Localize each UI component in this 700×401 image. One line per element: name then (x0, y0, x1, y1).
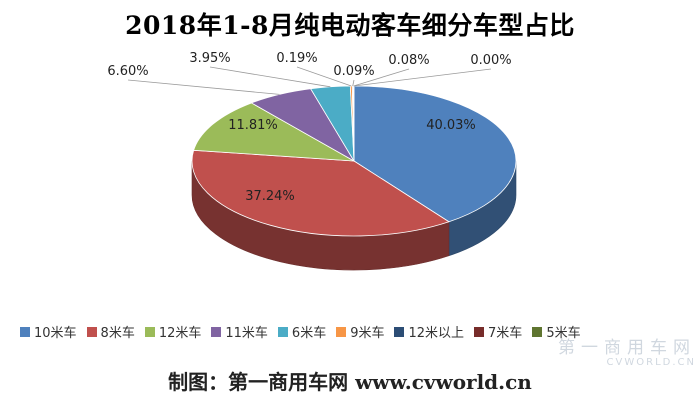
legend-label-5: 9米车 (350, 326, 385, 341)
legend-label-7: 7米车 (488, 326, 523, 341)
legend-label-2: 12米车 (158, 326, 202, 341)
legend-swatch-6 (394, 326, 405, 337)
legend-label-8: 5米车 (546, 326, 581, 341)
legend-swatch-8 (532, 326, 543, 337)
data-label-8: 0.00% (470, 53, 511, 68)
watermark-text-en: CVWORLD.CN (606, 357, 696, 368)
leader-line-4 (209, 66, 331, 88)
leader-line-6 (352, 79, 355, 87)
legend-item-0: 10米车 (20, 322, 77, 341)
legend-swatch-1 (86, 326, 97, 337)
leader-line-5 (296, 66, 352, 87)
chart-title: 2018年1-8月纯电动客车细分车型占比 (125, 11, 575, 40)
leader-line-7 (353, 68, 410, 87)
pie-slice-1 (191, 149, 450, 237)
legend-swatch-4 (277, 326, 288, 337)
data-label-1: 37.24% (245, 189, 295, 204)
leader-line-3 (127, 79, 280, 95)
data-label-7: 0.08% (388, 53, 429, 68)
legend-label-1: 8米车 (100, 326, 135, 341)
data-label-6: 0.09% (333, 64, 374, 79)
legend-item-3: 11米车 (211, 322, 268, 341)
legend-swatch-3 (211, 326, 222, 337)
data-label-4: 3.95% (189, 51, 230, 66)
data-label-3: 6.60% (107, 64, 148, 79)
legend-item-1: 8米车 (86, 322, 135, 341)
legend-item-4: 6米车 (277, 322, 327, 341)
pie-slice-0 (353, 85, 517, 223)
data-label-2: 11.81% (228, 118, 278, 133)
legend-swatch-7 (474, 326, 485, 337)
data-label-0: 40.03% (426, 118, 476, 133)
chart-credit: 制图：第一商用车网 www.cvworld.cn (168, 370, 532, 394)
legend-label-4: 6米车 (291, 326, 327, 341)
legend-item-7: 7米车 (474, 322, 522, 341)
legend-label-3: 11米车 (225, 326, 268, 341)
chart-legend: 10米车 8米车 12米车 11米车 6米车 9米车 12米以上 7米车 5米车 (20, 322, 700, 341)
legend-swatch-5 (336, 326, 347, 337)
watermark-text-cn: 第一商用车网 (558, 338, 696, 358)
legend-label-6: 12米以上 (408, 326, 465, 341)
pie-slice-2 (193, 102, 355, 162)
legend-item-5: 9米车 (336, 322, 384, 341)
legend-item-8: 5米车 (532, 322, 581, 341)
watermark-logo: 第一商用车网 CVWORLD.CN (536, 331, 696, 377)
legend-item-2: 12米车 (144, 322, 202, 341)
legend-swatch-0 (20, 326, 30, 337)
legend-item-6: 12米以上 (394, 322, 464, 341)
data-label-5: 0.19% (276, 51, 317, 66)
leader-line-8 (353, 68, 492, 87)
legend-label-0: 10米车 (34, 326, 77, 341)
legend-swatch-2 (144, 326, 155, 337)
